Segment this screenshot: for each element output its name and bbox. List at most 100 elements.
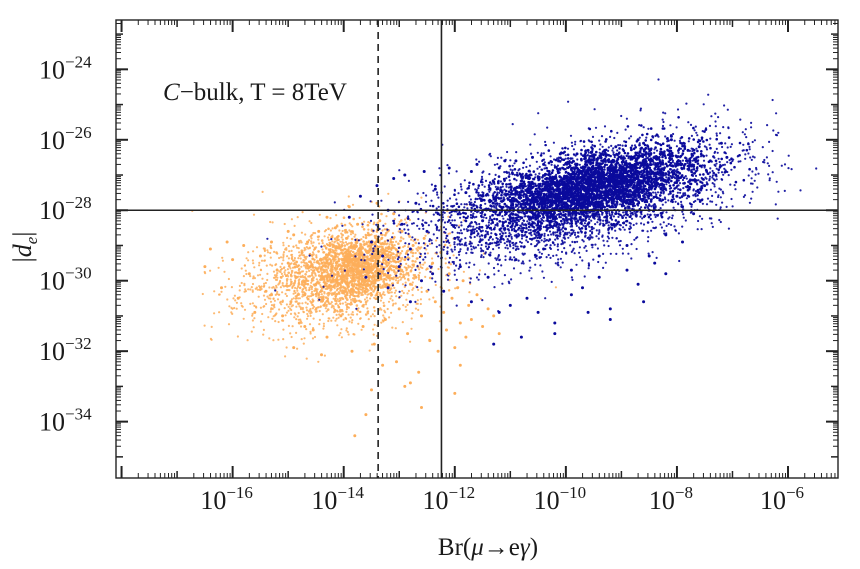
blue-cloud-point [578, 163, 581, 166]
blue-cloud-point [612, 215, 616, 218]
blue-cloud-point [474, 197, 477, 200]
blue-cloud-point [403, 223, 406, 226]
orange-cloud-point [324, 287, 327, 290]
orange-cloud-point [273, 274, 277, 277]
orange-cloud-point [274, 320, 277, 323]
blue-cloud-point [458, 210, 461, 214]
blue-cloud-point [475, 158, 478, 161]
blue-cloud-point [682, 187, 685, 190]
blue-cloud-point [460, 224, 463, 227]
blue-cloud-point [500, 264, 503, 267]
blue-cloud-point [477, 278, 480, 281]
orange-cloud-point [419, 263, 422, 266]
orange-cloud-point [303, 259, 306, 262]
blue-cloud-point [475, 223, 478, 226]
orange-cloud-point [298, 297, 301, 300]
blue-cloud-point [457, 226, 460, 229]
orange-cloud-point [393, 244, 396, 247]
orange-cloud-point [404, 218, 407, 221]
orange-cloud-point [401, 283, 404, 286]
orange-core-point [382, 304, 386, 308]
blue-cloud-point [492, 204, 495, 208]
orange-cloud-point [270, 304, 274, 307]
orange-core-point [320, 266, 323, 270]
orange-core-point [328, 284, 331, 287]
orange-cloud-point [285, 346, 288, 349]
blue-cloud-point [574, 143, 577, 146]
blue-cloud-point [748, 201, 752, 204]
orange-cloud-point [247, 288, 250, 291]
orange-cloud-point [287, 257, 290, 260]
orange-core-point [347, 246, 351, 249]
orange-cloud-point [307, 310, 310, 313]
blue-cloud-point [510, 237, 513, 240]
orange-cloud-point [373, 323, 376, 326]
blue-cloud-point [508, 179, 511, 182]
point-cloud-layer [191, 78, 818, 363]
orange-core-point [384, 284, 388, 287]
orange-cloud-point [281, 282, 284, 285]
blue-cloud-point [647, 236, 650, 239]
blue-cloud-point [715, 132, 718, 135]
blue-cloud-point [479, 206, 482, 209]
blue-cloud-point [700, 228, 703, 231]
orange-cloud-point [308, 239, 311, 242]
blue-cloud-point [558, 232, 561, 235]
orange-cloud-point [304, 301, 307, 304]
blue-cloud-point [756, 186, 759, 189]
orange-cloud-point [378, 283, 382, 286]
orange-cloud-point [327, 317, 330, 320]
blue-cloud-point [397, 246, 400, 249]
blue-cloud-point [407, 258, 410, 261]
orange-cloud-point [282, 328, 285, 331]
orange-core-point [407, 249, 410, 252]
blue-cloud-point [468, 261, 471, 264]
orange-core-point [290, 282, 293, 285]
orange-core-point [374, 281, 377, 285]
orange-cloud-point [417, 288, 420, 291]
orange-core-point [389, 287, 393, 290]
orange-core-point [331, 285, 335, 289]
orange-cloud-point [260, 285, 263, 288]
blue-cloud-point [765, 156, 769, 159]
orange-core-point [388, 274, 392, 277]
orange-cloud-point [268, 337, 271, 340]
blue-cloud-point [709, 188, 713, 191]
orange-core-point [373, 274, 377, 277]
orange-core-point [374, 265, 377, 269]
blue-cloud-point [426, 244, 429, 247]
orange-cloud-point [290, 305, 293, 308]
blue-cloud-point [413, 238, 416, 241]
orange-core-point [321, 268, 325, 272]
blue-cloud-point [743, 194, 747, 197]
blue-cloud-point [542, 225, 545, 229]
blue-cloud-point [679, 191, 682, 194]
orange-cloud-point [282, 253, 285, 256]
orange-cloud-point [308, 295, 311, 298]
orange-cloud-point [235, 307, 238, 310]
orange-core-point [339, 308, 342, 312]
orange-core-point [382, 273, 386, 277]
orange-cloud-point [382, 314, 385, 317]
blue-cloud-point [484, 245, 488, 248]
orange-core-point [344, 254, 348, 258]
orange-cloud-point [261, 277, 264, 280]
orange-core-point [385, 261, 389, 264]
blue-cloud-point [481, 191, 484, 194]
orange-cloud-point [238, 284, 241, 287]
orange-cloud-point [414, 251, 417, 255]
blue-cloud-point [506, 218, 509, 221]
orange-core-point [367, 249, 371, 253]
blue-cloud-point [571, 240, 574, 243]
orange-core-point [384, 253, 388, 256]
orange-cloud-point [405, 298, 408, 301]
blue-cloud-point [698, 173, 702, 176]
orange-cloud-point [275, 284, 278, 287]
orange-core-point [287, 271, 291, 275]
orange-cloud-point [275, 292, 279, 295]
orange-cloud-point [390, 295, 393, 298]
blue-cloud-point [498, 243, 501, 246]
orange-core-point [295, 265, 299, 269]
blue-cloud-point [435, 245, 438, 248]
orange-cloud-point [274, 313, 277, 316]
